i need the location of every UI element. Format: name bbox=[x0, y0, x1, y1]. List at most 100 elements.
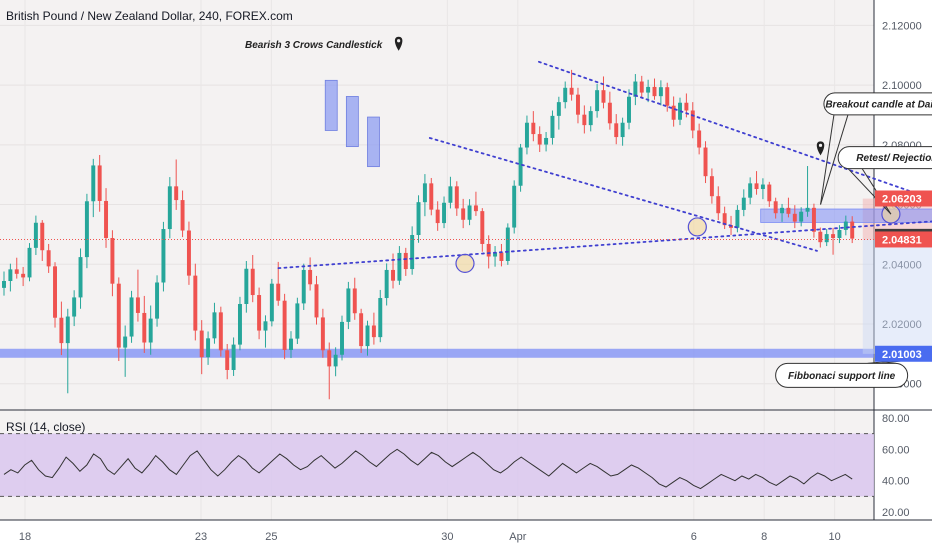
candle-body bbox=[327, 350, 332, 367]
candle-body bbox=[384, 269, 389, 299]
annotation-breakout-text: Breakout candle at Daily TF bbox=[825, 99, 932, 110]
descending-resistance-line bbox=[538, 60, 932, 200]
candle-body bbox=[346, 288, 351, 322]
candle-body bbox=[403, 252, 408, 270]
candle-body bbox=[289, 338, 293, 350]
candle-body bbox=[633, 81, 638, 97]
candle-body bbox=[314, 284, 319, 318]
candle-body bbox=[129, 297, 134, 337]
candle-body bbox=[27, 247, 32, 278]
candle-body bbox=[563, 87, 568, 103]
candle-body bbox=[435, 209, 440, 224]
annotation-retest-pointer bbox=[847, 168, 892, 215]
descending-channel-line bbox=[428, 137, 818, 252]
candle-body bbox=[340, 321, 344, 355]
candle-body bbox=[697, 130, 702, 148]
candle-body bbox=[308, 269, 313, 285]
candle-body bbox=[40, 222, 45, 251]
candle-body bbox=[786, 207, 791, 214]
candle-body bbox=[257, 295, 262, 331]
candle-body bbox=[116, 283, 121, 348]
candle-body bbox=[493, 252, 498, 257]
candle-body bbox=[480, 211, 485, 244]
candle-body bbox=[97, 165, 102, 201]
candle-body bbox=[595, 90, 600, 112]
candle-body bbox=[199, 330, 204, 358]
annotation-breakout-bubble bbox=[823, 92, 932, 116]
candle-body bbox=[33, 222, 38, 248]
candle-body bbox=[91, 165, 96, 202]
candle-body bbox=[531, 122, 536, 135]
candle-body bbox=[212, 312, 217, 339]
candle-body bbox=[837, 229, 842, 238]
price-tag-label: 2.06203 bbox=[882, 193, 922, 205]
candle-body bbox=[416, 202, 421, 236]
candle-body bbox=[550, 115, 555, 138]
fibonacci-support-band bbox=[0, 348, 874, 358]
rsi-tick-label: 20.00 bbox=[882, 507, 910, 519]
candle-body bbox=[397, 252, 402, 281]
time-tick-label: 18 bbox=[19, 531, 31, 543]
candle-body bbox=[805, 207, 810, 212]
candle-body bbox=[505, 227, 510, 261]
candle-body bbox=[709, 176, 714, 197]
candle-body bbox=[123, 336, 128, 348]
annotation-breakout-pointer bbox=[820, 114, 849, 205]
candle-body bbox=[703, 147, 708, 177]
candle-body bbox=[735, 209, 740, 228]
candle-body bbox=[422, 183, 427, 203]
price-tag-label: 2.04831 bbox=[882, 234, 922, 246]
candle-body bbox=[684, 102, 689, 111]
rsi-tick-label: 80.00 bbox=[882, 413, 910, 425]
candle-body bbox=[601, 90, 606, 103]
annotation-breakout-pointer bbox=[820, 114, 835, 205]
candle-body bbox=[850, 221, 855, 239]
candle-body bbox=[646, 86, 651, 93]
candle-body bbox=[21, 273, 26, 278]
annotation-retest-bubble bbox=[837, 146, 932, 170]
candle-body bbox=[665, 87, 670, 106]
annotation-retest-text: Retest/ Rejection affter breakout bbox=[856, 153, 932, 164]
candle-body bbox=[831, 234, 836, 238]
time-tick-label: 6 bbox=[691, 531, 697, 543]
annotation-three-crows: Bearish 3 Crows Candlestick bbox=[245, 40, 383, 51]
touch-circle bbox=[455, 253, 475, 273]
candle-body bbox=[320, 317, 325, 351]
time-tick-label: 8 bbox=[761, 531, 767, 543]
rsi-band bbox=[0, 433, 874, 497]
candle-body bbox=[811, 207, 816, 232]
candle-body bbox=[588, 111, 593, 126]
price-tick-label: 2.10000 bbox=[882, 80, 922, 92]
candle-body bbox=[78, 257, 83, 298]
candle-body bbox=[671, 105, 676, 120]
candle-body bbox=[263, 321, 268, 331]
map-pin-icon bbox=[394, 36, 403, 51]
price-tick-label: 2.12000 bbox=[882, 20, 922, 32]
crow-block bbox=[367, 116, 380, 168]
candle-body bbox=[180, 200, 185, 231]
candle-body bbox=[371, 325, 376, 338]
candle-body bbox=[524, 122, 529, 148]
candle-body bbox=[652, 86, 657, 97]
candle-body bbox=[716, 196, 721, 214]
candle-body bbox=[639, 81, 644, 93]
candle-body bbox=[142, 312, 147, 343]
candle-body bbox=[135, 297, 140, 313]
time-tick-label: 10 bbox=[828, 531, 840, 543]
candle-body bbox=[754, 183, 759, 190]
candle-body bbox=[206, 338, 211, 358]
candle-body bbox=[512, 185, 517, 228]
time-tick-label: 25 bbox=[265, 531, 277, 543]
candle-body bbox=[2, 280, 6, 288]
crow-block bbox=[324, 79, 338, 131]
crow-block bbox=[345, 96, 359, 148]
candle-body bbox=[250, 268, 255, 296]
time-tick-label: Apr bbox=[509, 531, 526, 543]
candle-body bbox=[448, 186, 453, 203]
price-tag bbox=[875, 231, 932, 248]
candle-body bbox=[569, 87, 574, 95]
candle-body bbox=[148, 318, 153, 343]
candle-body bbox=[59, 317, 64, 344]
